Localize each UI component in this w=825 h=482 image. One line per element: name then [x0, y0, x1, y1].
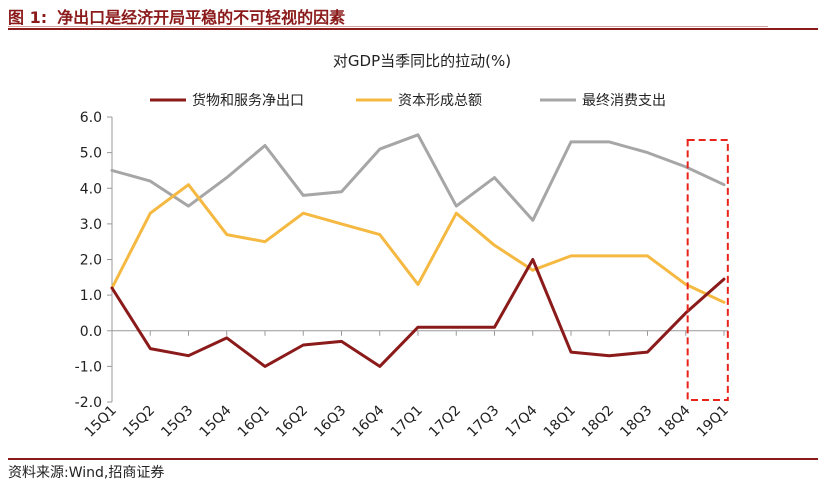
legend-label-1: 货物和服务净出口 [192, 92, 304, 109]
x-tick-label: 15Q2 [120, 403, 158, 441]
highlight-box [686, 139, 729, 401]
y-tick-label: 0.0 [80, 324, 102, 340]
line-chart: 对GDP当季同比的拉动(%) 货物和服务净出口 资本形成总额 最终消费支出 6.0 5… [75, 52, 732, 441]
x-tick-label: 18Q1 [541, 403, 579, 441]
series-line-3 [110, 133, 726, 222]
y-tick-label: -2.0 [75, 395, 102, 411]
x-axis: 15Q1 15Q2 15Q3 15Q4 16Q1 16Q2 16Q3 16Q4 17Q1 17Q2… [82, 330, 732, 441]
y-tick-label: 4.0 [80, 181, 102, 197]
x-tick-label: 18Q3 [617, 403, 655, 441]
figure-title: 图 1: 净出口是经济开局平稳的不可轻视的因素 [8, 4, 345, 28]
series-line-2 [110, 183, 726, 304]
y-tick-label: 2.0 [80, 253, 102, 269]
x-tick-label: 19Q1 [694, 403, 732, 441]
y-tick-label: 3.0 [80, 217, 102, 233]
x-tick-label: 18Q2 [579, 403, 617, 441]
header-accent-rule [8, 26, 768, 27]
y-tick-label: -1.0 [75, 359, 102, 375]
y-tick-label: 5.0 [80, 146, 102, 162]
x-tick-label: 16Q3 [311, 403, 349, 441]
chart-title: 对GDP当季同比的拉动(%) [333, 52, 511, 70]
figure-header: 图 1: 净出口是经济开局平稳的不可轻视的因素 [0, 0, 825, 30]
x-tick-label: 17Q3 [464, 403, 502, 441]
figure-title-text: 净出口是经济开局平稳的不可轻视的因素 [57, 8, 346, 27]
legend-label-3: 最终消费支出 [582, 93, 666, 109]
x-tick-label: 15Q3 [158, 403, 196, 441]
x-tick-label: 16Q4 [350, 402, 388, 440]
chart-legend: 货物和服务净出口 资本形成总额 最终消费支出 [150, 92, 666, 109]
x-tick-label: 18Q4 [656, 402, 694, 440]
x-tick-label: 16Q1 [235, 403, 273, 441]
y-axis: 6.0 5.0 4.0 3.0 2.0 1.0 0.0 -1.0 -2.0 [75, 110, 113, 411]
legend-label-2: 资本形成总额 [398, 93, 482, 109]
x-tick-label: 17Q2 [426, 403, 464, 441]
y-tick-label: 6.0 [80, 110, 102, 126]
annotation-layer [686, 139, 729, 401]
series-layer [110, 133, 726, 368]
source-note: 资料来源:Wind,招商证券 [8, 465, 165, 481]
header-rule [8, 28, 818, 30]
footer-rule [8, 458, 818, 460]
x-tick-label: 15Q4 [197, 402, 235, 440]
y-tick-label: 1.0 [80, 288, 102, 304]
x-tick-label: 17Q4 [503, 402, 541, 440]
x-tick-label: 17Q1 [388, 403, 426, 441]
x-tick-label: 16Q2 [273, 403, 311, 441]
figure-number: 图 1: [8, 8, 48, 27]
series-line-1 [110, 258, 726, 368]
